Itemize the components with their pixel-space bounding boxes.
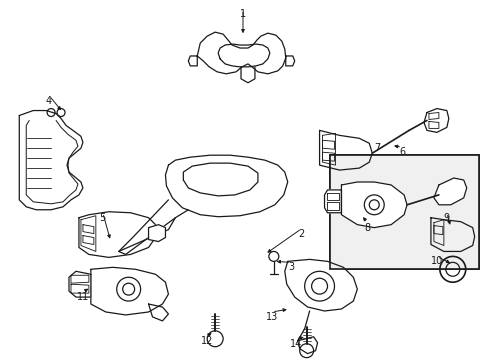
Bar bbox=[329, 155, 478, 269]
Polygon shape bbox=[148, 304, 168, 321]
Polygon shape bbox=[69, 271, 91, 297]
Polygon shape bbox=[19, 111, 83, 210]
Polygon shape bbox=[165, 155, 287, 217]
Polygon shape bbox=[324, 190, 341, 213]
Text: 14: 14 bbox=[289, 339, 301, 349]
Bar bbox=[329, 155, 478, 269]
Text: 7: 7 bbox=[373, 143, 380, 153]
Polygon shape bbox=[433, 178, 466, 205]
Text: 11: 11 bbox=[77, 292, 89, 302]
Polygon shape bbox=[430, 218, 474, 251]
Text: 8: 8 bbox=[364, 222, 369, 233]
Polygon shape bbox=[341, 182, 406, 228]
Text: 2: 2 bbox=[298, 229, 304, 239]
Polygon shape bbox=[284, 260, 357, 311]
Text: 6: 6 bbox=[398, 147, 405, 157]
Text: 12: 12 bbox=[201, 336, 213, 346]
Polygon shape bbox=[188, 56, 197, 66]
Polygon shape bbox=[319, 130, 371, 170]
Text: 1: 1 bbox=[240, 9, 245, 19]
Polygon shape bbox=[285, 56, 294, 66]
Text: 4: 4 bbox=[46, 96, 52, 105]
Text: 10: 10 bbox=[430, 256, 442, 266]
Text: 5: 5 bbox=[100, 213, 106, 223]
Polygon shape bbox=[91, 267, 168, 315]
Polygon shape bbox=[148, 225, 165, 242]
Polygon shape bbox=[297, 337, 317, 354]
Polygon shape bbox=[197, 32, 285, 74]
Text: 9: 9 bbox=[443, 213, 449, 223]
Text: 13: 13 bbox=[265, 312, 277, 322]
Text: 3: 3 bbox=[288, 262, 294, 272]
Polygon shape bbox=[423, 109, 448, 132]
Polygon shape bbox=[79, 212, 155, 257]
